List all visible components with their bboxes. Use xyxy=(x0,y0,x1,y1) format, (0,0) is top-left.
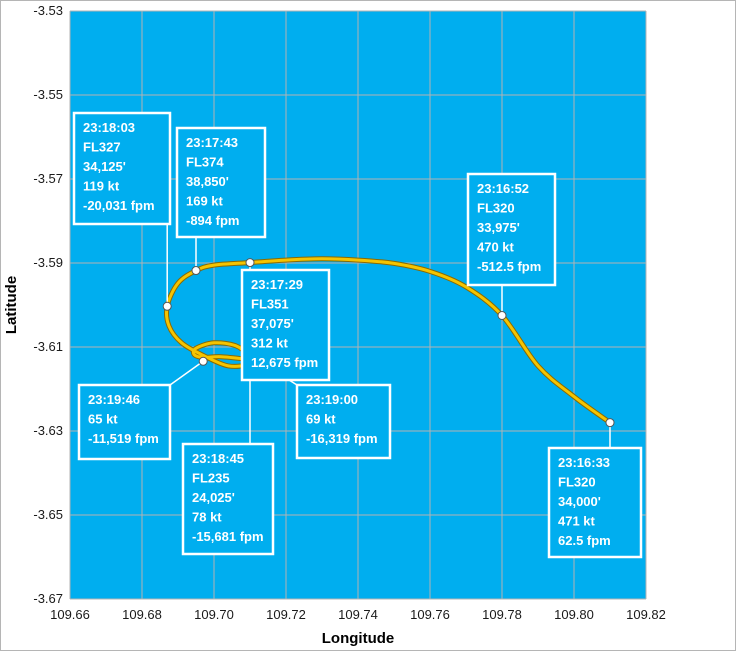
track-point-marker xyxy=(497,311,507,320)
callout-text-line: 23:17:29 xyxy=(251,277,303,292)
callout-box xyxy=(72,111,172,226)
track-point-marker xyxy=(198,356,208,366)
callout-text-line: 119 kt xyxy=(83,179,120,194)
y-tick-label: -3.57 xyxy=(33,171,63,186)
callout-text-line: -16,319 fpm xyxy=(306,431,378,446)
callout-leader-line xyxy=(169,360,204,386)
callout-box xyxy=(175,126,267,239)
callout-text-line: 24,025' xyxy=(192,490,235,505)
y-tick-label: -3.55 xyxy=(33,87,63,102)
y-axis-title: Latitude xyxy=(3,276,20,334)
callout-text-line: -15,681 fpm xyxy=(192,529,264,544)
data-callout: 23:18:03 FL327 34,125' 119 kt -20,031 fpm xyxy=(72,111,172,226)
tick-labels: 109.66 109.68 109.70 109.72 109.74 109.76 109.… xyxy=(33,3,666,622)
callout-text-line: 23:18:45 xyxy=(192,451,244,466)
data-callout: 23:18:45 FL235 24,025' 78 kt -15,681 fpm xyxy=(181,442,275,556)
callout-box xyxy=(77,383,172,461)
callout-text-line: FL320 xyxy=(477,201,515,216)
y-tick-label: -3.59 xyxy=(33,255,63,270)
x-tick-label: 109.70 xyxy=(194,607,234,622)
callout-text-line: 37,075' xyxy=(251,316,294,331)
y-tick-label: -3.53 xyxy=(33,3,63,18)
track-point-marker xyxy=(605,418,615,428)
callout-text-line: FL374 xyxy=(186,155,224,170)
callout-text-line: 312 kt xyxy=(251,336,289,351)
callout-text-line: -512.5 fpm xyxy=(477,259,541,274)
callout-text-line: 169 kt xyxy=(186,194,224,209)
callout-text-line: 12,675 fpm xyxy=(251,355,318,370)
callout-text-line: 38,850' xyxy=(186,174,229,189)
x-axis-title: Longitude xyxy=(322,630,394,647)
x-tick-label: 109.82 xyxy=(626,607,666,622)
y-tick-label: -3.65 xyxy=(33,507,63,522)
x-tick-label: 109.72 xyxy=(266,607,306,622)
x-tick-label: 109.78 xyxy=(482,607,522,622)
callout-box xyxy=(240,268,331,382)
x-tick-label: 109.76 xyxy=(410,607,450,622)
callout-text-line: 34,000' xyxy=(558,494,601,509)
data-callout: 23:17:43 FL374 38,850' 169 kt -894 fpm xyxy=(175,126,267,239)
callout-text-line: FL235 xyxy=(192,471,230,486)
callout-text-line: FL327 xyxy=(83,140,121,155)
callout-text-line: 23:16:33 xyxy=(558,455,610,470)
x-tick-label: 109.74 xyxy=(338,607,378,622)
data-callout: 23:16:33 FL320 34,000' 471 kt 62.5 fpm xyxy=(547,446,643,559)
callout-text-line: 23:19:00 xyxy=(306,392,358,407)
callout-text-line: 23:18:03 xyxy=(83,120,135,135)
y-tick-label: -3.63 xyxy=(33,423,63,438)
y-tick-label: -3.61 xyxy=(33,339,63,354)
callout-text-line: 23:17:43 xyxy=(186,135,238,150)
callout-text-line: 471 kt xyxy=(558,514,596,529)
data-callout: 23:17:29 FL351 37,075' 312 kt 12,675 fpm xyxy=(240,268,331,382)
y-tick-label: -3.67 xyxy=(33,591,63,606)
callout-text-line: -894 fpm xyxy=(186,213,239,228)
data-callout: 23:16:52 FL320 33,975' 470 kt -512.5 fpm xyxy=(466,172,557,287)
callout-text-line: 470 kt xyxy=(477,240,515,255)
callout-box xyxy=(181,442,275,556)
flight-track xyxy=(163,256,613,426)
track-point-marker xyxy=(245,258,255,268)
callout-text-line: FL320 xyxy=(558,475,596,490)
callout-text-line: FL351 xyxy=(251,297,289,312)
callout-text-line: -20,031 fpm xyxy=(83,198,155,213)
callout-text-line: 34,125' xyxy=(83,159,126,174)
callout-box xyxy=(547,446,643,559)
callout-text-line: 23:16:52 xyxy=(477,181,529,196)
x-tick-label: 109.68 xyxy=(122,607,162,622)
callout-text-line: 78 kt xyxy=(192,510,222,525)
callout-text-line: 65 kt xyxy=(88,412,118,427)
data-callout: 23:19:46 65 kt -11,519 fpm xyxy=(77,383,172,461)
callout-text-line: 62.5 fpm xyxy=(558,533,611,548)
track-point-marker xyxy=(162,301,172,311)
callout-text-line: -11,519 fpm xyxy=(88,431,159,446)
track-point-marker xyxy=(191,266,201,276)
callout-box xyxy=(295,383,392,460)
callout-text-line: 69 kt xyxy=(306,412,336,427)
track-line xyxy=(164,257,612,425)
callout-box xyxy=(466,172,557,287)
callout-text-line: 23:19:46 xyxy=(88,392,140,407)
x-tick-label: 109.80 xyxy=(554,607,594,622)
callout-text-line: 33,975' xyxy=(477,220,520,235)
x-tick-label: 109.66 xyxy=(50,607,90,622)
data-callout: 23:19:00 69 kt -16,319 fpm xyxy=(295,383,392,460)
